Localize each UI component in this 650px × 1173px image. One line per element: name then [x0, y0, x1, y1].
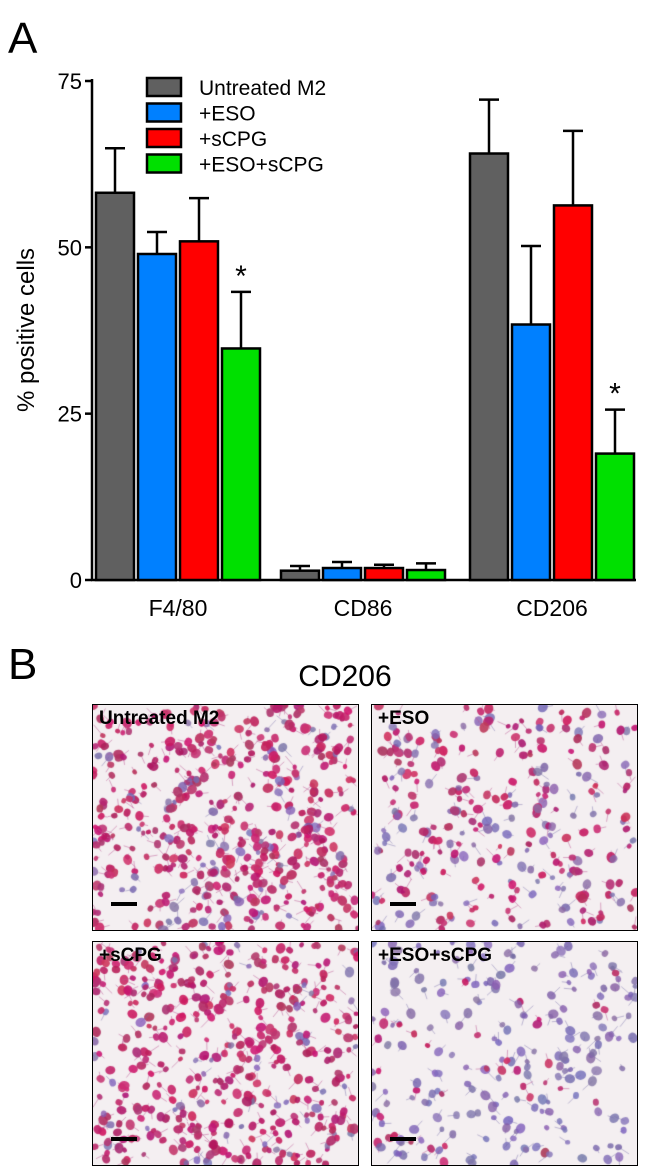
bar-f480-1 [136, 252, 178, 582]
bar-cd86-0 [279, 569, 321, 582]
panel-a-label: A [8, 14, 38, 63]
micrograph-image [93, 705, 358, 930]
bar-cd86-3 [405, 568, 447, 582]
legend-swatch [145, 102, 183, 123]
scale-bar [390, 902, 416, 906]
micrograph-scpg: +sCPG [92, 941, 359, 1166]
scale-bar [390, 1137, 416, 1141]
y-tick-label: 25 [58, 402, 82, 427]
micrograph-untreated-m2: Untreated M2 [92, 704, 359, 931]
y-tick-label: 50 [58, 235, 82, 260]
legend-swatch [145, 76, 183, 98]
micrograph-image [372, 942, 637, 1165]
bar-cd86-1 [321, 566, 363, 582]
scale-bar [111, 1137, 137, 1141]
x-tick-label: CD86 [334, 595, 393, 621]
bar-cd206-3 [594, 452, 636, 582]
legend-label: +ESO+sCPG [199, 154, 324, 177]
panel-b-label: B [8, 640, 38, 689]
bar-cd206-1 [510, 323, 552, 582]
legend-swatch [145, 153, 183, 174]
scale-bar [111, 902, 137, 906]
y-tick-label: 75 [58, 69, 82, 94]
micrograph-image [372, 705, 637, 930]
micrograph-eso-scpg: +ESO+sCPG [371, 941, 638, 1166]
panel-b-title: CD206 [298, 660, 392, 693]
x-tick-label: F4/80 [149, 595, 208, 621]
micrograph-eso: +ESO [371, 704, 638, 931]
bar-cd206-2 [552, 204, 594, 582]
bar-f480-3 [220, 347, 262, 582]
micrograph-label: +sCPG [99, 945, 162, 966]
micrograph-image [93, 942, 358, 1165]
micrograph-label: +ESO+sCPG [378, 945, 493, 966]
micrograph-label: Untreated M2 [99, 708, 220, 729]
y-tick-label: 0 [70, 568, 82, 593]
legend-label: +sCPG [199, 128, 267, 151]
bar-cd206-0 [468, 152, 510, 582]
micrograph-label: +ESO [378, 708, 430, 729]
legend-label: Untreated M2 [199, 77, 326, 100]
bar-f480-0 [94, 191, 136, 582]
bar-chart: 0 25 50 75 % positive cells F4/80 CD86 CD206 * * U… [13, 69, 636, 621]
bar-f480-2 [178, 240, 220, 582]
legend-swatch [145, 127, 183, 149]
x-tick-label: CD206 [516, 595, 588, 621]
legend-label: +ESO [199, 103, 256, 126]
bar-cd86-2 [363, 566, 405, 582]
significance-marker: * [609, 378, 621, 411]
y-axis-label: % positive cells [13, 248, 40, 412]
significance-marker: * [235, 260, 247, 293]
